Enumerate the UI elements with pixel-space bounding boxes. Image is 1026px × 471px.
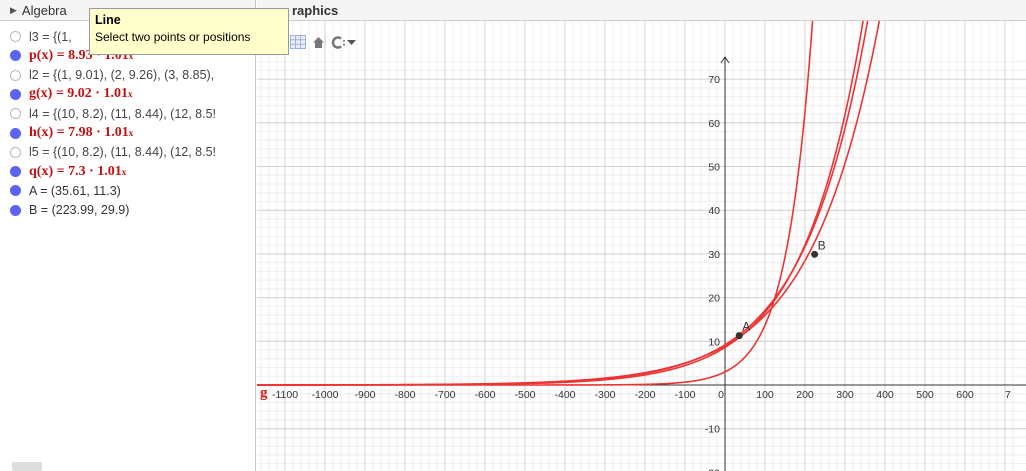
tooltip-title: Line	[95, 13, 121, 27]
home-icon[interactable]	[312, 36, 325, 49]
x-tick-label: 300	[836, 389, 854, 401]
function-curve	[257, 21, 881, 386]
tool-tooltip: Line Select two points or positions	[89, 8, 289, 55]
point-a	[735, 332, 743, 340]
function-row[interactable]: h(x) = 7.98 · 1.01 x	[0, 124, 133, 143]
x-tick-label: 7	[1005, 389, 1011, 401]
y-tick-label: 50	[708, 162, 720, 174]
collapse-triangle-icon[interactable]: ▶	[10, 4, 17, 15]
y-axis-arrow	[720, 56, 730, 64]
graphics-style-bar	[290, 35, 357, 49]
list-row[interactable]: l3 = {(1,	[0, 27, 72, 46]
visibility-toggle[interactable]	[10, 204, 21, 216]
horizontal-scrollbar[interactable]	[12, 462, 42, 471]
y-tick-label: 60	[708, 118, 720, 130]
y-tick-label: -10	[705, 424, 720, 436]
exponent-text: x	[128, 50, 134, 61]
x-tick-label: 600	[956, 389, 974, 401]
y-tick-label: 10	[708, 336, 720, 348]
function-curve	[257, 21, 814, 386]
algebra-panel: ▶ Algebra l3 = {(1, p(x) = 8.93 · 1.01 x l2…	[0, 0, 256, 471]
list-row[interactable]: l2 = {(1, 9.01), (2, 9.26), (3, 8.85),	[0, 66, 214, 85]
row-text: l2 = {(1, 9.01), (2, 9.26), (3, 8.85),	[29, 68, 215, 83]
grid-icon[interactable]	[290, 35, 306, 49]
row-text: g(x) = 9.02 · 1.01	[29, 86, 128, 102]
row-text: l5 = {(10, 8.2), (11, 8.44), (12, 8.5!	[29, 145, 217, 160]
exponent-text: x	[121, 166, 127, 177]
exponent-text: x	[127, 89, 133, 100]
y-tick-label: 40	[708, 205, 720, 217]
row-text: B = (223.99, 29.9)	[29, 203, 130, 218]
list-row[interactable]: l4 = {(10, 8.2), (11, 8.44), (12, 8.5!	[0, 104, 216, 123]
row-text: h(x) = 7.98 · 1.01	[29, 125, 129, 140]
x-tick-label: 400	[876, 389, 894, 401]
algebra-title: Algebra	[21, 2, 67, 18]
function-row[interactable]: q(x) = 7.3 · 1.01 x	[0, 162, 126, 181]
visibility-toggle[interactable]	[10, 31, 21, 42]
row-text: l3 = {(1,	[29, 29, 72, 44]
visibility-toggle[interactable]	[10, 69, 21, 81]
x-tick-label: 100	[756, 389, 774, 401]
x-tick-label: -300	[594, 389, 615, 401]
x-tick-label: -200	[634, 389, 655, 401]
x-tick-label: -400	[554, 389, 575, 401]
view-menu-icon[interactable]	[331, 35, 357, 49]
x-tick-label: -1100	[272, 389, 298, 401]
point-label: A	[742, 320, 750, 334]
row-text: q(x) = 7.3 · 1.01	[29, 163, 122, 179]
graphics-title: raphics	[292, 3, 339, 18]
point-label: B	[818, 238, 826, 252]
point-row[interactable]: A = (35.61, 11.3)	[0, 181, 121, 200]
row-text: A = (35.61, 11.3)	[29, 183, 121, 198]
visibility-toggle[interactable]	[10, 127, 21, 139]
x-tick-label: -600	[474, 389, 495, 401]
y-tick-label: 30	[708, 249, 720, 261]
list-row[interactable]: l5 = {(10, 8.2), (11, 8.44), (12, 8.5!	[0, 143, 216, 162]
visibility-toggle[interactable]	[10, 88, 21, 100]
x-tick-label: -700	[434, 389, 455, 401]
point-row[interactable]: B = (223.99, 29.9)	[0, 201, 129, 220]
graphics-view[interactable]: -1100 -1000 -900 -800 -700 -600 -500 -400 -300 -2…	[257, 21, 1026, 471]
x-tick-label: -100	[674, 389, 695, 401]
x-tick-label: 200	[796, 389, 814, 401]
exponent-text: x	[128, 128, 134, 138]
visibility-toggle[interactable]	[10, 50, 21, 62]
visibility-toggle[interactable]	[10, 185, 21, 197]
x-tick-label: -500	[514, 389, 535, 401]
tooltip-hint: Select two points or positions	[95, 30, 251, 44]
y-tick-label: 70	[708, 74, 720, 86]
x-tick-label: 500	[916, 389, 934, 401]
x-tick-label: -1000	[312, 389, 339, 401]
x-tick-label: -900	[354, 389, 375, 401]
x-tick-label: 0	[718, 389, 724, 401]
graphics-header	[257, 0, 1026, 21]
function-row[interactable]: g(x) = 9.02 · 1.01 x	[0, 85, 132, 104]
function-label: g	[260, 385, 268, 401]
y-tick-label: 20	[708, 293, 720, 305]
visibility-toggle[interactable]	[10, 108, 21, 120]
point-b	[811, 250, 819, 258]
x-tick-label: -800	[394, 389, 415, 401]
visibility-toggle[interactable]	[10, 166, 21, 178]
visibility-toggle[interactable]	[10, 146, 21, 158]
y-tick-label: -20	[705, 467, 720, 471]
function-curve	[257, 21, 864, 386]
row-text: l4 = {(10, 8.2), (11, 8.44), (12, 8.5!	[29, 106, 217, 121]
